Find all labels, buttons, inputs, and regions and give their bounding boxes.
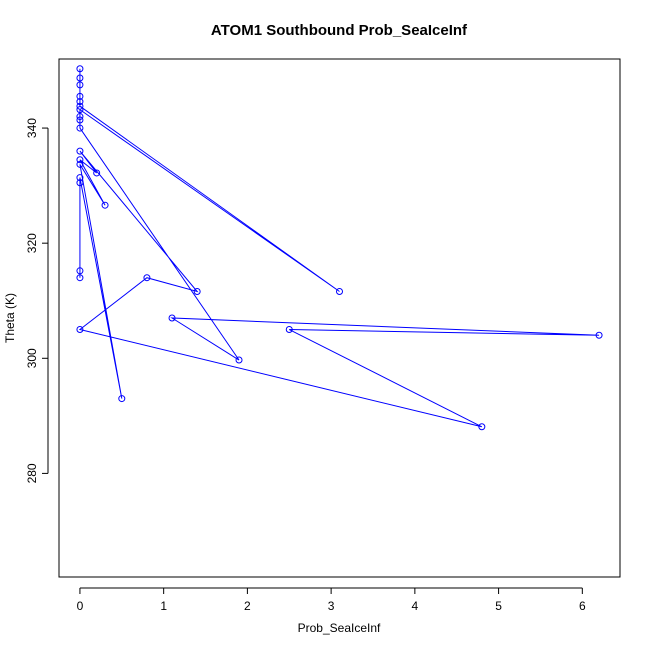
x-axis: 0 1 2 3 4 5 6	[77, 587, 586, 613]
data-point-25	[76, 174, 84, 182]
data-point-1	[76, 74, 84, 82]
chart-title: ATOM1 Southbound Prob_SeaIceInf	[211, 22, 468, 39]
data-point-20	[93, 169, 101, 177]
x-axis-label: Prob_SeaIceInf	[298, 621, 381, 635]
data-point-24	[118, 395, 126, 403]
data-point-19	[76, 147, 84, 155]
data-point-3	[76, 92, 84, 100]
data-point-12	[168, 314, 176, 322]
x-tick-label-1: 1	[160, 599, 167, 613]
data-point-8	[76, 113, 84, 121]
data-point-6	[336, 288, 343, 296]
data-point-23	[76, 160, 84, 168]
x-tick-label-0: 0	[77, 599, 84, 613]
data-point-26	[76, 179, 84, 187]
x-tick-label-3: 3	[328, 599, 335, 613]
data-point-10	[76, 124, 84, 132]
data-point-4	[76, 98, 84, 106]
data-point-17	[143, 274, 151, 282]
data-point-2	[76, 81, 84, 89]
data-point-11	[235, 356, 243, 364]
y-axis: 280 300 320 340	[25, 118, 49, 483]
data-point-0	[76, 65, 84, 73]
x-tick-label-4: 4	[412, 599, 419, 613]
data-point-14	[285, 326, 293, 334]
y-tick-label-1: 300	[25, 348, 39, 368]
data-point-27	[76, 267, 84, 275]
y-tick-label-2: 320	[25, 233, 39, 253]
y-axis-label: Theta (K)	[3, 293, 17, 343]
data-point-18	[193, 288, 201, 296]
series-layer	[76, 65, 603, 431]
data-point-7	[76, 106, 84, 114]
data-point-13	[595, 331, 603, 339]
data-point-28	[76, 274, 84, 282]
x-tick-label-2: 2	[244, 599, 251, 613]
plot-frame	[58, 58, 621, 578]
data-point-22	[101, 201, 109, 209]
x-tick-label-5: 5	[495, 599, 502, 613]
series-line-0	[78, 68, 600, 428]
y-tick-label-0: 280	[25, 463, 39, 483]
y-tick-label-3: 340	[25, 118, 39, 138]
data-point-15	[478, 423, 486, 431]
data-point-5	[76, 102, 84, 110]
data-point-21	[76, 156, 84, 164]
data-point-16	[76, 326, 84, 334]
x-tick-label-6: 6	[579, 599, 586, 613]
data-point-9	[76, 116, 84, 124]
